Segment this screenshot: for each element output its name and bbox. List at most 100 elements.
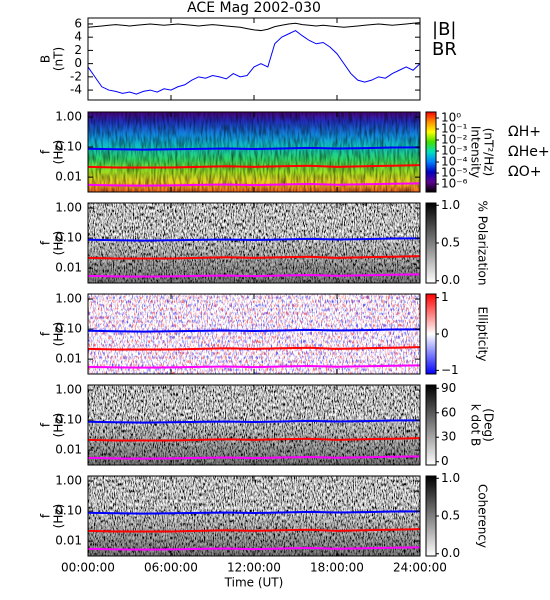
spectrogram-shade [88,476,420,556]
y-tick-label: 0.01 [55,352,82,366]
y-tick-label: 0.01 [55,261,82,275]
y-tick-label: 0.01 [55,534,82,548]
colorbar-tick-label: 10⁻² [441,133,468,147]
y-tick-label: 1.00 [55,474,82,488]
y-axis-label: f [39,149,53,154]
series-line [88,546,420,551]
series-line [88,437,420,442]
colorbar-label: Intensity [469,126,483,178]
series-line [88,273,420,278]
legend-entry: |B| [432,19,456,40]
colorbar-tick-label: −1 [441,363,459,377]
series-line [88,510,420,515]
colorbar-tick-label: 60 [441,405,456,419]
x-tick-label: 24:00:00 [393,561,447,575]
x-tick-label: 06:00:00 [144,561,198,575]
x-axis-label: Time (UT) [224,576,284,590]
y-tick-label: 0 [74,56,82,70]
colorbar-tick-label: 0 [441,327,449,341]
y-tick-label: 4 [74,30,82,44]
colorbar [425,111,437,193]
colorbar-tick-label: 0 [441,454,449,468]
colorbar [425,475,437,557]
colorbar-tick-label: 10⁻⁶ [441,177,468,191]
series-line [88,528,420,533]
series-line [88,419,420,424]
y-tick-label: 0.10 [55,140,82,154]
colorbar-label: % Polarization [476,201,490,286]
chart-title: ACE Mag 2002-030 [187,0,321,16]
colorbar-tick-label: 0.0 [441,273,460,287]
y-axis-label: (nT) [52,47,66,71]
spectrogram-texture [88,112,420,192]
colorbar-label: Coherency [476,484,490,548]
y-tick-label: 1.00 [55,201,82,215]
colorbar-tick-label: 1.0 [441,198,460,212]
y-tick-label: 0.01 [55,443,82,457]
series-line [88,328,420,333]
legend-entry: ΩHe+ [508,144,550,160]
colorbar-label: Ellipticity [476,307,490,362]
x-tick-label: 00:00:00 [61,561,115,575]
y-axis-label: (Hz) [52,140,66,165]
y-tick-label: 0.10 [55,322,82,336]
colorbar-tick-label: 0.0 [441,546,460,560]
series-line [88,182,420,187]
series-line [88,346,420,351]
colorbar-tick-label: 0.5 [441,236,460,250]
y-tick-label: 1.00 [55,110,82,124]
series-line [88,164,420,169]
y-tick-label: -4 [70,83,82,97]
colorbar [425,202,437,284]
legend-entry: BR [432,39,457,60]
colorbar-tick-label: 10⁻³ [441,144,468,158]
y-tick-label: 1.00 [55,292,82,306]
y-tick-label: -2 [70,69,82,83]
x-tick-label: 18:00:00 [310,561,364,575]
y-axis-label: f [39,331,53,336]
colorbar-label: k dot B [469,404,483,446]
series-line [88,364,420,369]
y-axis-label: (Hz) [52,322,66,347]
colorbar-label: (nT²/Hz) [482,128,496,176]
colorbar-tick-label: 1 [441,290,449,304]
y-axis-label: f [39,240,53,245]
spectrogram-shade [88,203,420,283]
colorbar [425,384,437,466]
colorbar-tick-label: 10⁻⁴ [441,155,468,169]
y-tick-label: 2 [74,43,82,57]
colorbar [425,293,437,375]
y-tick-label: 0.10 [55,504,82,518]
legend-entry: ΩO+ [508,164,541,180]
y-axis-label: f [39,513,53,518]
x-tick-label: 12:00:00 [227,561,281,575]
series-line [88,29,420,95]
colorbar-tick-label: 1.0 [441,471,460,485]
spectrogram-shade [88,385,420,465]
spectrogram-blue [88,294,420,374]
y-axis-label: B [39,55,53,63]
colorbar-tick-label: 10⁰ [441,110,461,124]
y-tick-label: 6 [74,16,82,30]
y-axis-label: f [39,422,53,427]
colorbar-tick-label: 10⁻¹ [441,122,468,136]
y-axis-label: (Hz) [52,504,66,529]
colorbar-tick-label: 30 [441,430,456,444]
colorbar-tick-label: 0.5 [441,509,460,523]
y-axis-label: (Hz) [52,413,66,438]
series-line [88,255,420,260]
series-line [88,237,420,242]
colorbar-tick-label: 90 [441,381,456,395]
y-tick-label: 0.01 [55,170,82,184]
y-tick-label: 0.10 [55,413,82,427]
series-line [88,455,420,460]
colorbar-tick-label: 10⁻⁵ [441,166,468,180]
y-axis-label: (Hz) [52,231,66,256]
y-tick-label: 1.00 [55,383,82,397]
legend-entry: ΩH+ [508,124,541,140]
y-tick-label: 0.10 [55,231,82,245]
series-line [88,22,420,32]
series-line [88,146,420,151]
